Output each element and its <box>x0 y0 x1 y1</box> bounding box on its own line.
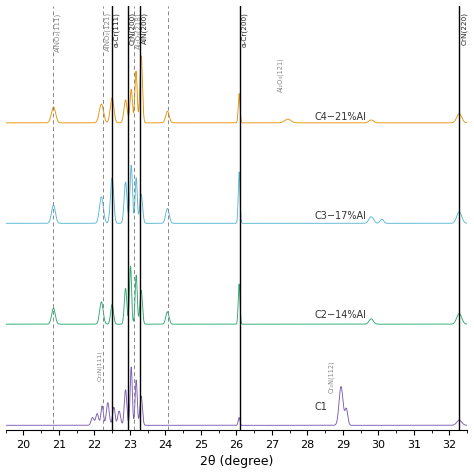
Text: AlNO₂(121): AlNO₂(121) <box>105 12 111 51</box>
Text: AlNO₂(111): AlNO₂(111) <box>55 12 62 52</box>
Text: C3−17%Al: C3−17%Al <box>314 211 366 221</box>
Text: Al₂O₃(218): Al₂O₃(218) <box>136 12 142 49</box>
Text: C4−21%Al: C4−21%Al <box>314 111 366 121</box>
Text: C2−14%Al: C2−14%Al <box>314 310 366 320</box>
Text: Cr₂N(112): Cr₂N(112) <box>328 360 335 393</box>
Text: CrN(220): CrN(220) <box>461 12 467 46</box>
Text: α-Cr(200): α-Cr(200) <box>241 12 248 47</box>
Text: α-Cr(111): α-Cr(111) <box>113 12 120 47</box>
Text: CrN(200): CrN(200) <box>129 12 136 46</box>
Text: C1: C1 <box>314 402 327 412</box>
X-axis label: 2θ (degree): 2θ (degree) <box>200 456 273 468</box>
Text: AlN(200): AlN(200) <box>142 12 148 44</box>
Text: Al₂O₃(121): Al₂O₃(121) <box>277 58 283 92</box>
Text: Cr₂N(111): Cr₂N(111) <box>98 350 103 381</box>
